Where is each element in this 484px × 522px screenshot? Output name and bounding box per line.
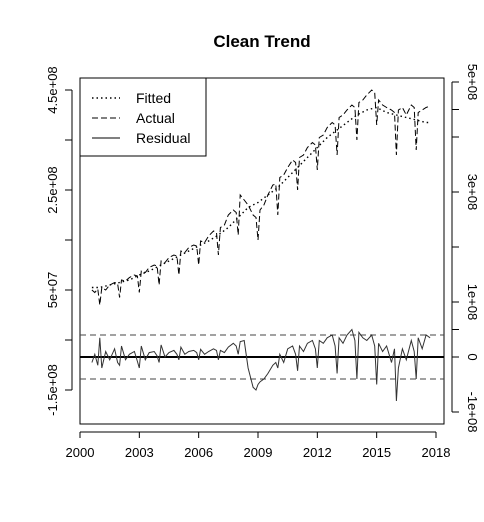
left-tick-label: 4.5e+08 [45, 66, 60, 113]
legend: Fitted Actual Residual [79, 77, 207, 157]
legend-label-fitted: Fitted [136, 90, 171, 106]
left-axis: -1.5e+08 5e+07 2.5e+08 4.5e+08 [45, 66, 73, 416]
right-tick-label: 0 [465, 353, 480, 360]
right-tick-label: 3e+08 [465, 174, 480, 211]
x-axis: 2000 2003 2006 2009 2012 2015 2018 [66, 431, 451, 460]
x-tick-label: 2000 [66, 445, 95, 460]
series-line-residual [91, 328, 431, 402]
right-axis: -1e+08 0 1e+08 3e+08 5e+08 [451, 64, 480, 433]
right-tick-label: 5e+08 [465, 64, 480, 101]
series-layer [91, 89, 431, 402]
series-line-actual [91, 89, 431, 306]
legend-label-actual: Actual [136, 110, 175, 126]
x-tick-label: 2009 [244, 445, 273, 460]
left-tick-label: -1.5e+08 [45, 364, 60, 416]
right-tick-label: -1e+08 [465, 392, 480, 433]
left-tick-label: 5e+07 [45, 272, 60, 309]
left-tick-label: 2.5e+08 [45, 166, 60, 213]
x-tick-label: 2015 [362, 445, 391, 460]
right-tick-label: 1e+08 [465, 284, 480, 321]
chart-title: Clean Trend [213, 32, 310, 51]
x-tick-label: 2012 [303, 445, 332, 460]
legend-box [79, 77, 207, 157]
plot-area [79, 77, 445, 425]
x-tick-label: 2003 [125, 445, 154, 460]
x-tick-label: 2018 [422, 445, 451, 460]
x-tick-label: 2006 [184, 445, 213, 460]
legend-label-residual: Residual [136, 130, 190, 146]
